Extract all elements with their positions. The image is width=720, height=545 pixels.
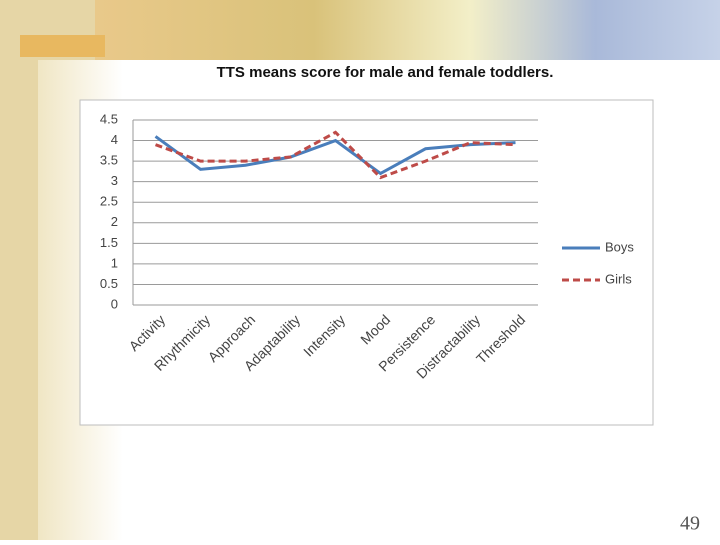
y-tick-label: 2.5 bbox=[100, 194, 118, 209]
header-image bbox=[95, 0, 720, 60]
y-tick-label: 2 bbox=[111, 214, 118, 229]
legend-label: Boys bbox=[605, 239, 634, 254]
y-tick-label: 1.5 bbox=[100, 235, 118, 250]
y-tick-label: 0 bbox=[111, 296, 118, 311]
y-tick-label: 4.5 bbox=[100, 111, 118, 126]
y-tick-label: 1 bbox=[111, 255, 118, 270]
y-tick-label: 3 bbox=[111, 173, 118, 188]
y-tick-label: 3.5 bbox=[100, 153, 118, 168]
page-number: 49 bbox=[680, 513, 700, 535]
series-line bbox=[154, 135, 516, 176]
chart-title: TTS means score for male and female todd… bbox=[217, 64, 554, 81]
chart-frame bbox=[79, 99, 654, 426]
header-accent bbox=[20, 35, 105, 57]
y-tick-label: 4 bbox=[111, 132, 118, 147]
series-line bbox=[154, 130, 516, 180]
legend-label: Girls bbox=[605, 271, 632, 286]
y-tick-label: 0.5 bbox=[100, 276, 118, 291]
